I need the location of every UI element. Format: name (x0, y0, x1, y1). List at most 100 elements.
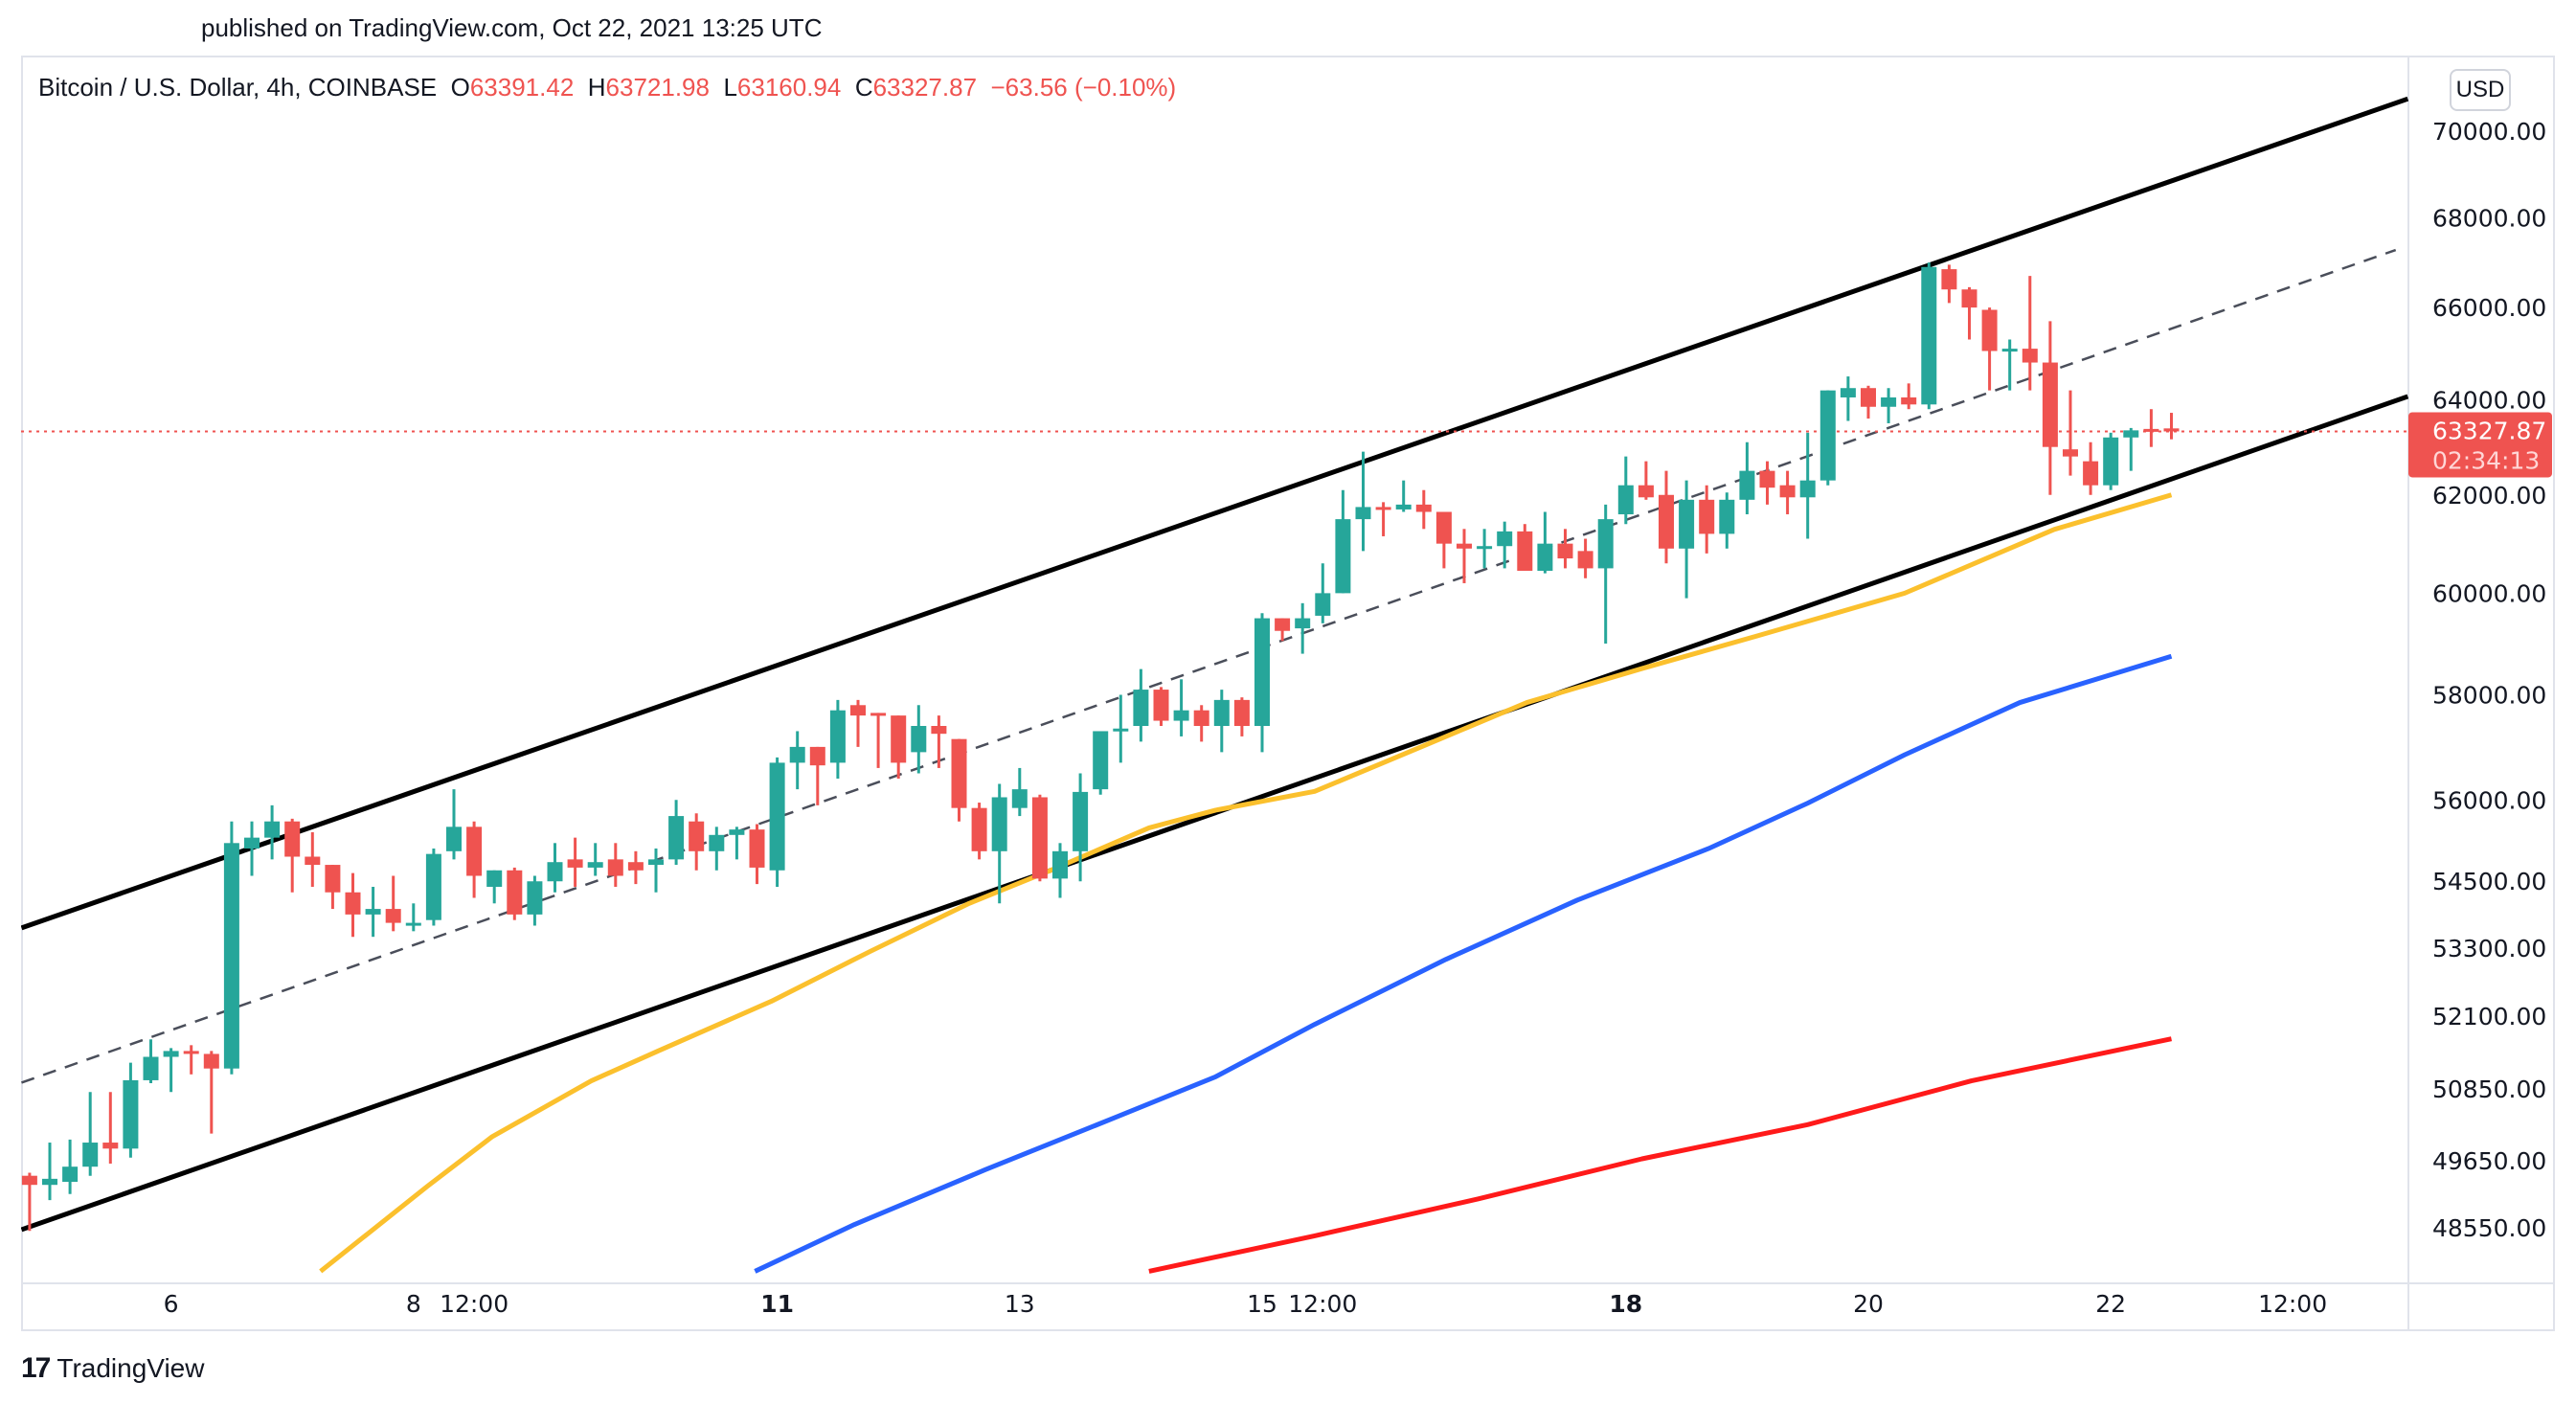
candle[interactable] (547, 843, 563, 893)
candle[interactable] (1073, 773, 1089, 882)
candle[interactable] (123, 1062, 139, 1158)
candle[interactable] (1275, 618, 1291, 642)
candle[interactable] (42, 1143, 57, 1201)
ma-line-ma50[interactable] (319, 492, 2173, 1274)
candle[interactable] (2083, 442, 2099, 495)
candle[interactable] (425, 848, 441, 926)
candle[interactable] (365, 886, 381, 938)
candle[interactable] (1921, 262, 1937, 410)
candle[interactable] (2001, 339, 2018, 391)
candle[interactable] (1981, 307, 1998, 391)
candle[interactable] (264, 804, 281, 860)
currency-button[interactable]: USD (2450, 69, 2511, 111)
candle[interactable] (527, 875, 543, 926)
candle[interactable] (567, 837, 583, 887)
candle[interactable] (1335, 489, 1351, 594)
tradingview-logo[interactable]: 17 TradingView (21, 1352, 204, 1385)
candle[interactable] (1679, 480, 1695, 599)
candle[interactable] (2063, 390, 2078, 476)
candle[interactable] (325, 865, 341, 910)
candle[interactable] (1355, 451, 1371, 552)
candle[interactable] (1537, 511, 1553, 574)
candle[interactable] (82, 1092, 99, 1176)
candle[interactable] (1052, 843, 1068, 898)
candle[interactable] (749, 824, 765, 885)
candle[interactable] (931, 715, 947, 768)
candle[interactable] (1699, 485, 1715, 554)
candle[interactable] (385, 875, 401, 932)
candle[interactable] (1961, 286, 1977, 340)
candle[interactable] (911, 705, 927, 774)
candle[interactable] (143, 1039, 159, 1084)
candle[interactable] (1577, 538, 1593, 578)
candle[interactable] (1861, 385, 1876, 419)
candle[interactable] (1617, 456, 1634, 525)
candle[interactable] (1659, 470, 1674, 564)
candle[interactable] (466, 821, 483, 898)
candle[interactable] (709, 827, 725, 871)
candle[interactable] (2022, 276, 2038, 391)
candle[interactable] (829, 699, 846, 780)
candle[interactable] (1254, 613, 1270, 753)
candle[interactable] (1173, 679, 1189, 736)
candle[interactable] (305, 831, 321, 887)
candle[interactable] (2042, 321, 2058, 495)
candle[interactable] (668, 800, 685, 866)
candle[interactable] (1457, 529, 1472, 583)
candle[interactable] (1093, 731, 1109, 795)
candle[interactable] (345, 872, 361, 938)
candle[interactable] (1557, 529, 1573, 569)
candle[interactable] (1799, 432, 1816, 539)
candle[interactable] (244, 821, 260, 876)
candle[interactable] (183, 1045, 199, 1075)
candle[interactable] (2143, 409, 2159, 447)
candle[interactable] (1840, 376, 1856, 421)
candle[interactable] (163, 1048, 179, 1093)
candle[interactable] (1638, 461, 1654, 500)
candle[interactable] (1597, 504, 1614, 644)
candle[interactable] (203, 1051, 219, 1134)
candle[interactable] (1395, 480, 1412, 512)
ma-line-ma200[interactable] (1148, 1036, 2173, 1274)
candle[interactable] (223, 821, 239, 1075)
candle[interactable] (1881, 388, 1897, 423)
candle[interactable] (2123, 427, 2139, 471)
candle[interactable] (729, 827, 745, 860)
candle[interactable] (21, 1172, 37, 1232)
candle[interactable] (1819, 390, 1836, 486)
candle[interactable] (486, 870, 503, 904)
candle[interactable] (1233, 697, 1250, 736)
candle[interactable] (648, 848, 664, 893)
candle[interactable] (607, 843, 623, 887)
candle[interactable] (1901, 383, 1917, 410)
candle[interactable] (62, 1139, 79, 1194)
candle[interactable] (102, 1092, 119, 1165)
candle[interactable] (1315, 563, 1331, 623)
candle[interactable] (1113, 694, 1129, 763)
candle[interactable] (2103, 432, 2119, 490)
candle[interactable] (1213, 690, 1230, 753)
candle[interactable] (1497, 521, 1513, 569)
candle[interactable] (1011, 767, 1028, 817)
candle[interactable] (951, 738, 967, 822)
candle[interactable] (1759, 461, 1775, 505)
candle[interactable] (1375, 502, 1391, 536)
candle[interactable] (689, 813, 705, 871)
candle[interactable] (1517, 524, 1533, 571)
ma-line-ma100[interactable] (754, 653, 2173, 1274)
candle[interactable] (1133, 668, 1149, 742)
candle[interactable] (446, 789, 462, 860)
candle[interactable] (789, 731, 805, 790)
candle[interactable] (1153, 687, 1169, 727)
candle[interactable] (587, 843, 603, 876)
candle[interactable] (1193, 705, 1209, 742)
candle[interactable] (1031, 794, 1048, 882)
candle[interactable] (284, 818, 301, 893)
candle[interactable] (870, 713, 887, 768)
candle[interactable] (1719, 492, 1735, 549)
candle[interactable] (1941, 264, 1957, 304)
candle[interactable] (1477, 529, 1493, 569)
candle[interactable] (891, 715, 907, 780)
candle[interactable] (971, 803, 987, 860)
